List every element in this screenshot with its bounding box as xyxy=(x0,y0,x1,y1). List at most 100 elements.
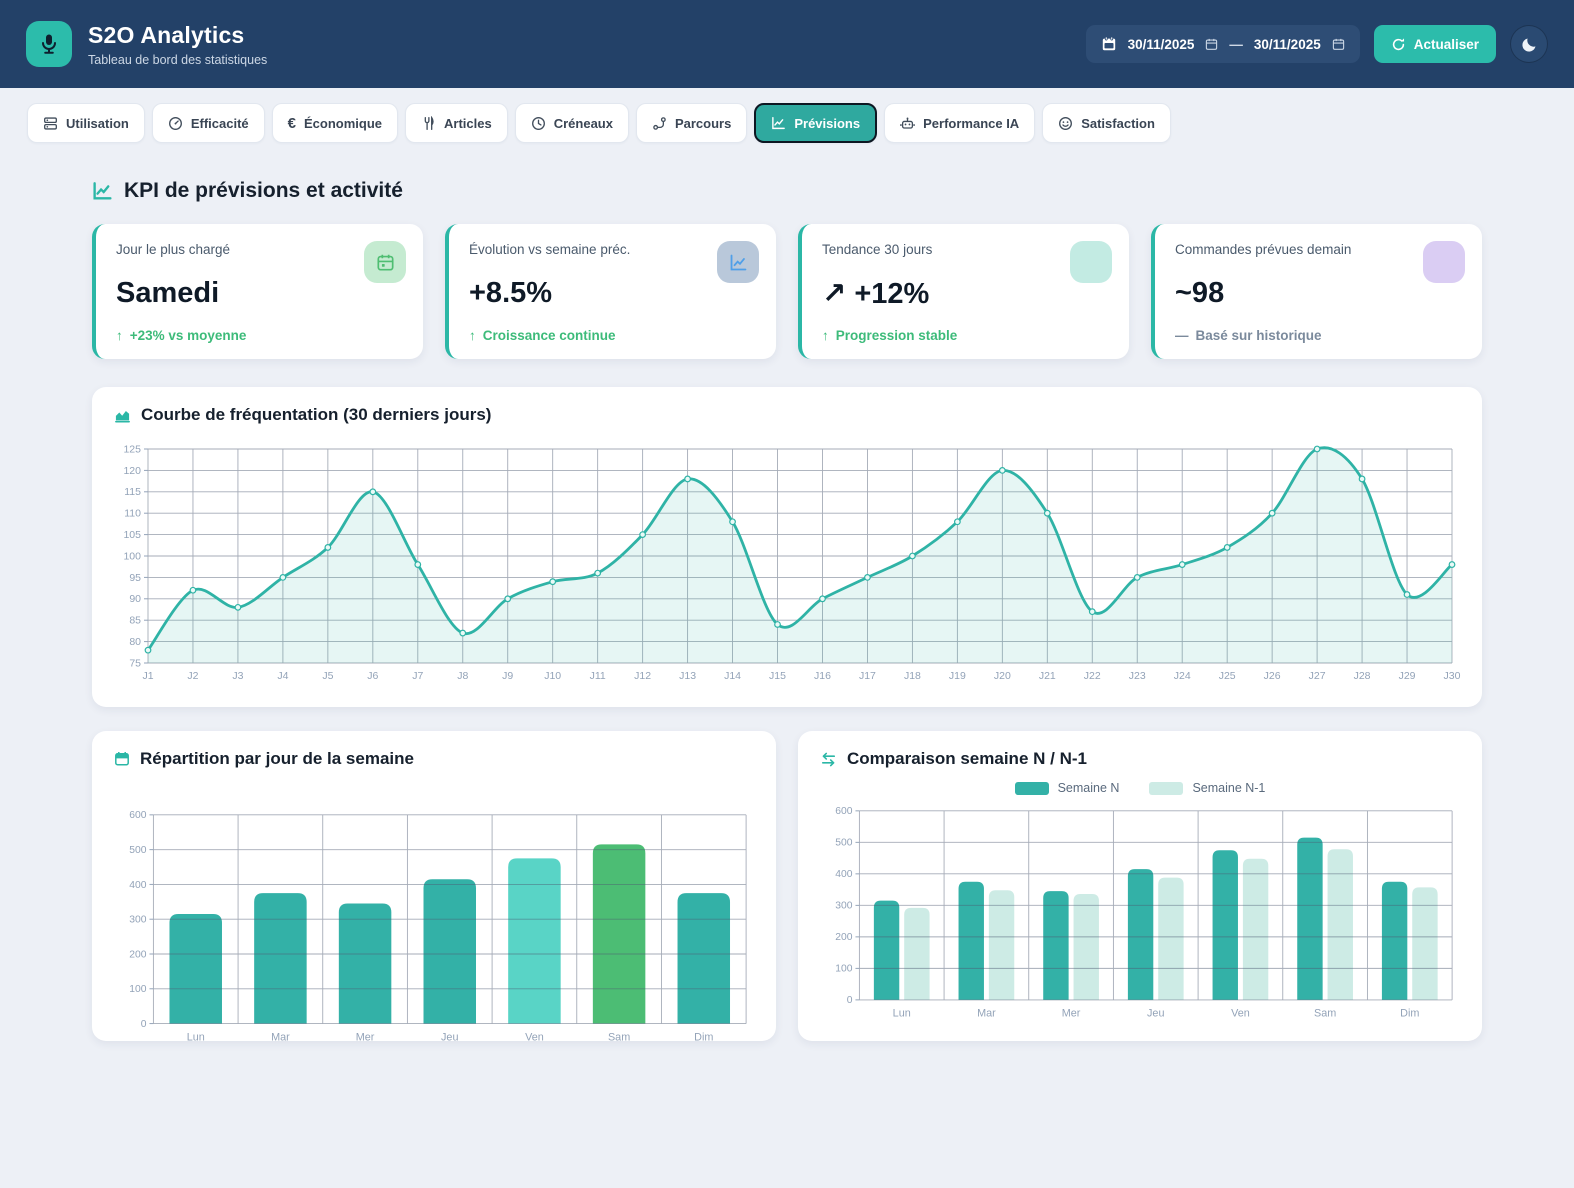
svg-text:J15: J15 xyxy=(769,670,786,682)
legend-swatch xyxy=(1149,781,1184,795)
server-icon xyxy=(44,116,57,130)
svg-text:120: 120 xyxy=(123,465,141,477)
weekday-bar-chart: 0 100 200 300 400 500 600 Lun Mar Mer Jeu Ven Sam Dim xyxy=(129,810,747,1043)
kpi-value: ↗ +12% xyxy=(822,277,930,310)
calendar-outline-icon[interactable] xyxy=(1332,38,1345,51)
refresh-button[interactable]: Actualiser xyxy=(1373,25,1496,63)
svg-text:J24: J24 xyxy=(1174,670,1191,682)
chart-line-icon xyxy=(730,254,746,270)
tab-previsions[interactable]: Prévisions xyxy=(754,103,878,143)
kpi-label: Évolution vs semaine préc. xyxy=(469,242,631,257)
svg-text:Jeu: Jeu xyxy=(1147,1008,1164,1020)
week-comparison-chart-card: Comparaison semaine N / N-1 Semaine N Se… xyxy=(798,731,1482,1041)
svg-text:Mer: Mer xyxy=(356,1031,375,1043)
kpi-trend: ↑ +23% vs moyenne xyxy=(116,328,247,343)
tab-creneaux[interactable]: Créneaux xyxy=(514,103,629,143)
svg-text:J14: J14 xyxy=(724,670,741,682)
clock-icon xyxy=(531,116,545,130)
kpi-note: — Basé sur historique xyxy=(1175,328,1322,343)
svg-text:J2: J2 xyxy=(187,670,198,682)
refresh-icon xyxy=(1392,37,1404,50)
dark-mode-toggle[interactable] xyxy=(1510,25,1548,63)
svg-text:125: 125 xyxy=(123,443,141,455)
date-range-picker: 30/11/2025 — 30/11/2025 xyxy=(1085,25,1360,63)
weekday-chart-card: Répartition par jour de la semaine 0 100 2… xyxy=(92,731,776,1043)
section-title: KPI de prévisions et activité xyxy=(92,179,1482,203)
tab-satisfaction[interactable]: Satisfaction xyxy=(1042,103,1171,143)
main-content: KPI de prévisions et activité Jour le pl… xyxy=(0,179,1574,1043)
brand: S2O Analytics Tableau de bord des statis… xyxy=(26,21,267,67)
kpi-trend: ↑ Croissance continue xyxy=(469,328,616,343)
smiley-icon xyxy=(1059,116,1073,130)
svg-text:0: 0 xyxy=(141,1019,147,1030)
svg-text:115: 115 xyxy=(124,486,141,498)
svg-text:0: 0 xyxy=(847,995,853,1006)
microphone-icon xyxy=(42,34,56,54)
chart-line-icon xyxy=(93,181,112,200)
svg-text:110: 110 xyxy=(124,508,141,520)
svg-text:85: 85 xyxy=(129,615,141,627)
kpi-value: Samedi xyxy=(116,276,220,309)
legend-item-semaine-n: Semaine N xyxy=(1014,781,1119,795)
svg-text:J4: J4 xyxy=(277,670,288,682)
svg-text:J13: J13 xyxy=(679,670,696,682)
chart-title: Comparaison semaine N / N-1 xyxy=(820,749,1460,769)
svg-text:300: 300 xyxy=(835,901,852,912)
svg-text:J30: J30 xyxy=(1444,670,1461,682)
date-from-field[interactable]: 30/11/2025 xyxy=(1127,36,1195,52)
tab-efficacite[interactable]: Efficacité xyxy=(151,103,265,143)
calendar-icon xyxy=(115,752,129,766)
svg-text:J8: J8 xyxy=(457,670,468,682)
svg-text:Sam: Sam xyxy=(608,1031,630,1043)
svg-text:400: 400 xyxy=(835,869,852,880)
svg-text:Mar: Mar xyxy=(977,1008,996,1020)
chart-title: Répartition par jour de la semaine xyxy=(114,749,754,769)
chart-title: Courbe de fréquentation (30 derniers jou… xyxy=(114,405,1460,425)
calendar-outline-icon[interactable] xyxy=(1205,38,1218,51)
svg-text:J10: J10 xyxy=(544,670,561,682)
kpi-icon-badge xyxy=(1423,241,1465,283)
app-logo xyxy=(26,21,72,67)
tab-bar: Utilisation Efficacité € Économique Arti… xyxy=(0,88,1574,145)
svg-text:Lun: Lun xyxy=(893,1008,911,1020)
svg-text:Mer: Mer xyxy=(1062,1008,1081,1020)
svg-text:90: 90 xyxy=(129,593,141,605)
svg-text:J17: J17 xyxy=(859,670,876,682)
app-title: S2O Analytics xyxy=(88,21,245,48)
svg-text:J20: J20 xyxy=(994,670,1011,682)
kpi-card-evolution: Évolution vs semaine préc. +8.5% ↑ Croiss… xyxy=(445,224,776,359)
date-to-field[interactable]: 30/11/2025 xyxy=(1253,36,1321,52)
frequentation-line-chart: 75 80 85 90 95 100 105 110 115 120 125 J1 J2 J3 J4 J5 J6… xyxy=(123,443,1461,682)
tab-economique[interactable]: € Économique xyxy=(271,103,399,143)
kpi-value: ~98 xyxy=(1175,276,1225,309)
tab-articles[interactable]: Articles xyxy=(405,103,508,143)
svg-text:Dim: Dim xyxy=(694,1031,713,1043)
svg-text:400: 400 xyxy=(129,880,146,891)
svg-text:J28: J28 xyxy=(1354,670,1371,682)
svg-text:500: 500 xyxy=(129,845,146,856)
svg-text:J23: J23 xyxy=(1129,670,1146,682)
svg-text:75: 75 xyxy=(129,657,141,669)
svg-text:100: 100 xyxy=(129,984,146,995)
robot-icon xyxy=(900,117,915,129)
svg-text:Jeu: Jeu xyxy=(441,1031,458,1043)
tab-parcours[interactable]: Parcours xyxy=(635,103,748,143)
tab-utilisation[interactable]: Utilisation xyxy=(27,103,145,143)
svg-text:200: 200 xyxy=(835,932,852,943)
svg-text:J22: J22 xyxy=(1084,670,1101,682)
kpi-icon-badge xyxy=(364,241,406,283)
utensils-icon xyxy=(424,115,434,130)
week-comparison-bar-chart: 0 100 200 300 400 500 600 Lun Mar Mer Jeu Ven Sam Dim xyxy=(835,806,1453,1020)
svg-text:J21: J21 xyxy=(1039,670,1056,682)
kpi-value: +8.5% xyxy=(469,276,553,309)
area-chart-icon xyxy=(115,410,130,423)
legend-item-semaine-n-1: Semaine N-1 xyxy=(1149,781,1265,795)
chart-line-icon xyxy=(772,116,786,129)
minus-icon: — xyxy=(1175,328,1189,343)
date-separator: — xyxy=(1229,36,1243,52)
kpi-card-trend-30d: Tendance 30 jours ↗ +12% ↑ Progression st… xyxy=(798,224,1129,359)
svg-text:100: 100 xyxy=(835,964,852,975)
tab-performance-ia[interactable]: Performance IA xyxy=(884,103,1036,143)
bottom-charts-grid: Répartition par jour de la semaine 0 100 2… xyxy=(92,731,1482,1043)
svg-text:J26: J26 xyxy=(1264,670,1281,682)
